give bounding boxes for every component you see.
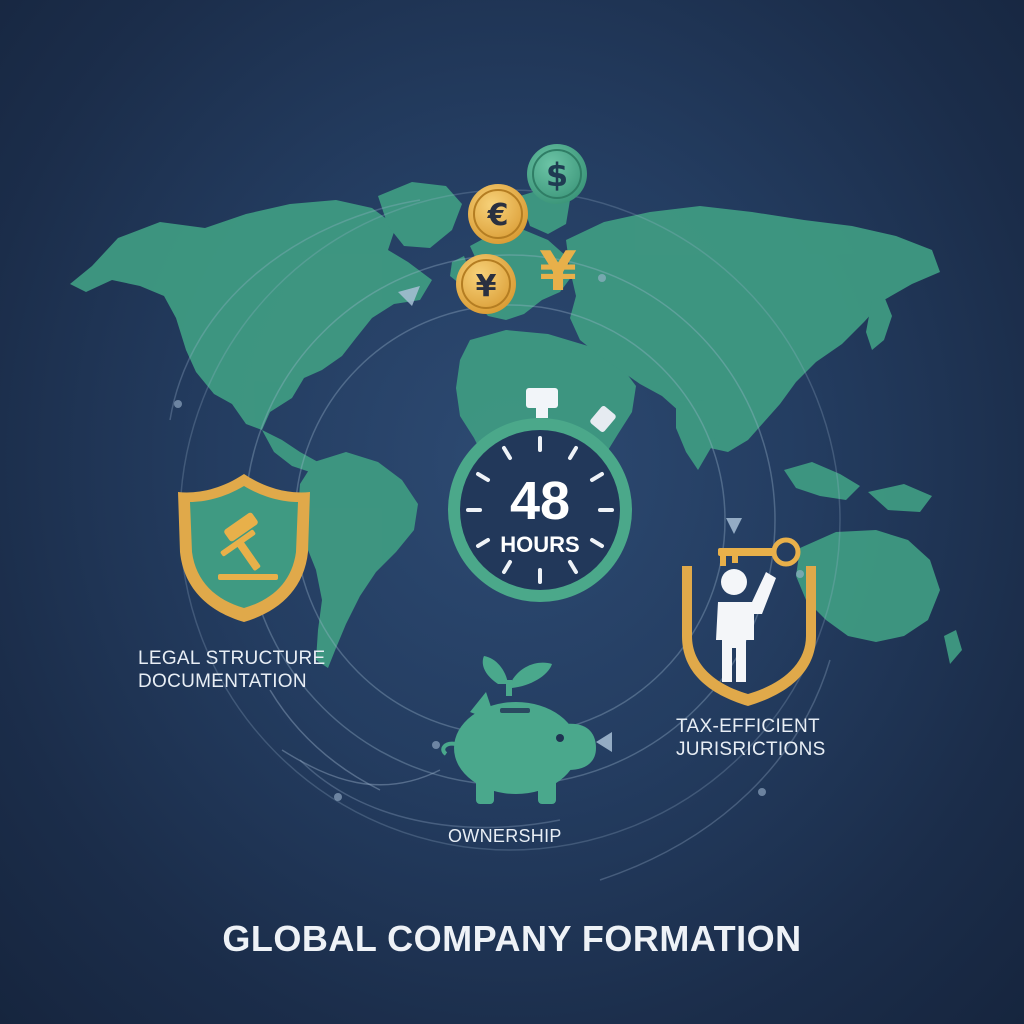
key-person-icon: [682, 537, 816, 706]
ownership-label: OWNERSHIP: [448, 826, 562, 846]
connector-lines: [281, 749, 441, 786]
map-southeast-asia: [784, 462, 860, 500]
tax-label-line1: TAX-EFFICIENT: [676, 716, 820, 737]
map-central-america: [262, 430, 318, 472]
legal-structure-label: LEGAL STRUCTURE DOCUMENTATION: [138, 648, 326, 694]
shield-gavel-icon: [178, 474, 310, 622]
map-japan: [866, 296, 892, 350]
arrow-icon-right: [726, 518, 742, 534]
map-north-america: [70, 200, 432, 430]
tax-label-line2: JURISRICTIONS: [676, 738, 826, 760]
map-south-america: [298, 452, 418, 668]
speed-lines: [298, 430, 468, 594]
legal-label-line2: DOCUMENTATION: [138, 670, 307, 692]
tax-efficient-label: TAX-EFFICIENT JURISRICTIONS: [676, 716, 826, 762]
map-australia: [796, 530, 940, 642]
currency-coins: $ € ¥ ¥: [456, 144, 587, 314]
stopwatch-icon: 48 HOURS: [448, 388, 632, 602]
yen-symbol-icon: ¥: [539, 240, 577, 303]
timer-value: 48: [510, 471, 570, 531]
map-greenland: [378, 182, 462, 248]
map-new-zealand: [944, 630, 962, 664]
orbit-arrows: [398, 286, 742, 752]
dollar-coin-icon: $: [527, 144, 587, 204]
euro-symbol: €: [487, 198, 509, 233]
page-title: GLOBAL COMPANY FORMATION: [222, 918, 802, 959]
orbit-dots: [174, 274, 804, 801]
legal-label-line1: LEGAL STRUCTURE: [138, 648, 326, 669]
map-asia: [566, 206, 940, 452]
euro-coin-icon: €: [468, 184, 528, 244]
arrow-icon-bottom-right: [596, 732, 612, 752]
dollar-symbol: $: [546, 156, 568, 194]
map-india: [676, 400, 720, 470]
piggy-bank-icon: [441, 656, 596, 804]
timer-unit: HOURS: [500, 532, 579, 557]
yen-symbol-coin: ¥: [476, 269, 497, 304]
yen-coin-icon: ¥: [456, 254, 516, 314]
arrow-icon-top-left: [398, 286, 420, 306]
